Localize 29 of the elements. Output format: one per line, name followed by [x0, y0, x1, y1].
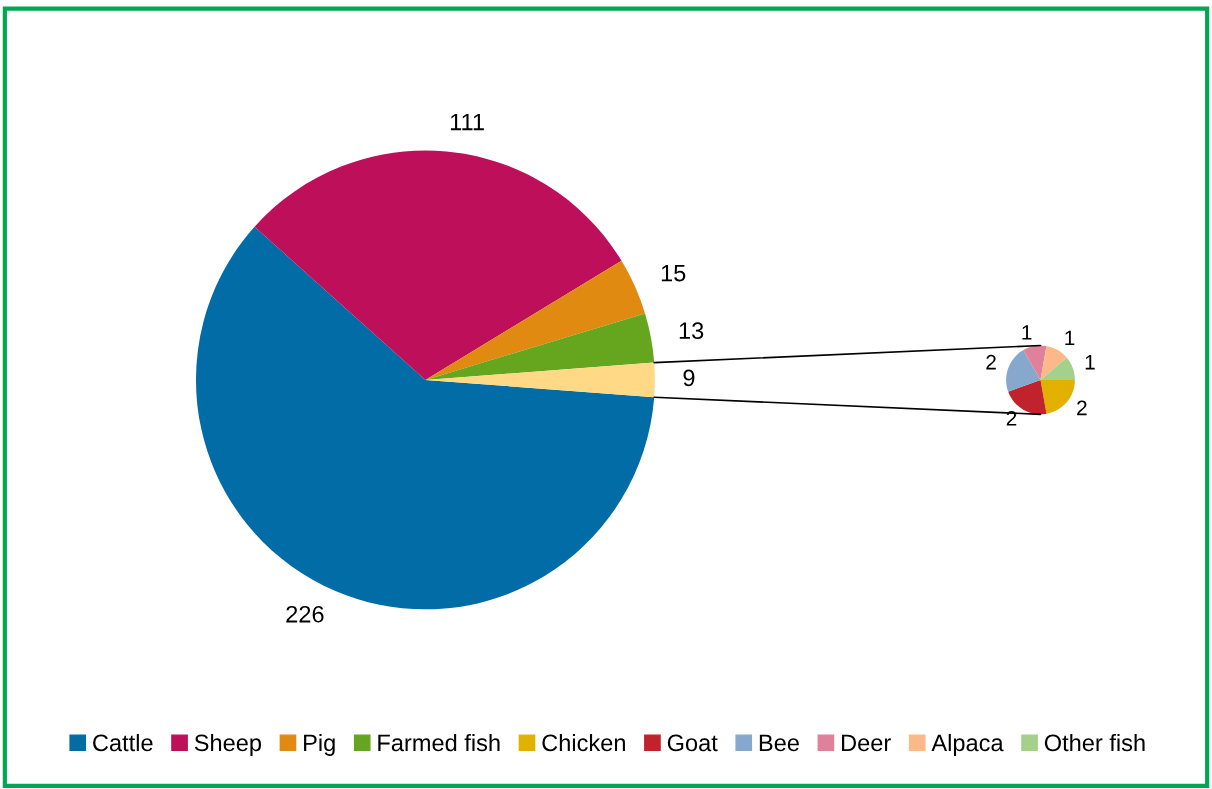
data-label: 2 [986, 354, 996, 370]
pie-slice [425, 313, 655, 380]
legend-label: Alpaca [931, 733, 1004, 756]
data-label: 2 [1077, 400, 1087, 416]
pie-slice [1040, 357, 1075, 380]
pie-slice [425, 260, 646, 380]
data-label: 1 [1065, 330, 1075, 346]
pie-slice [1040, 379, 1075, 414]
data-label: 9 [683, 369, 695, 387]
data-label: 15 [661, 264, 686, 282]
legend-label: Bee [759, 734, 799, 752]
legend-label: Cattle [93, 733, 153, 752]
pie-slice [1006, 350, 1041, 392]
legend-label: Goat [667, 734, 718, 752]
legend-label: Chicken [542, 733, 625, 752]
legend-label: Pig [304, 733, 335, 756]
data-label: 111 [450, 113, 484, 131]
data-label: 1 [1022, 325, 1032, 340]
data-label: 226 [286, 605, 324, 623]
pie-slice [1023, 345, 1047, 380]
legend-label: Farmed fish [378, 733, 500, 752]
pie-slice [254, 150, 622, 380]
pie-slice [1040, 346, 1067, 380]
data-label: 1 [1085, 355, 1095, 370]
data-label: 13 [679, 322, 704, 340]
legend-label: Sheep [194, 733, 261, 756]
legend-label: Other fish [1044, 733, 1145, 752]
legend-label: Deer [842, 734, 891, 752]
data-label: 2 [1006, 410, 1017, 426]
